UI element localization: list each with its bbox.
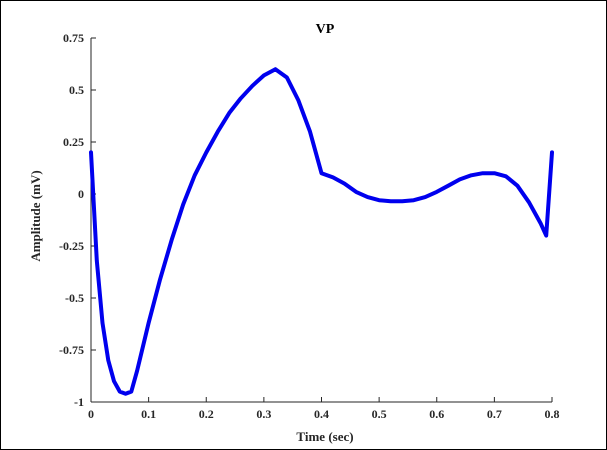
y-tick-label: 0 bbox=[78, 187, 84, 201]
x-tick-label: 0.8 bbox=[545, 407, 560, 421]
x-tick-label: 0.6 bbox=[429, 407, 444, 421]
y-ticks: -1 -0.75 -0.5 -0.25 0 0.25 0.5 0.75 bbox=[59, 31, 96, 409]
x-tick-label: 0 bbox=[88, 407, 94, 421]
x-tick-label: 0.1 bbox=[141, 407, 156, 421]
y-tick-label: -0.5 bbox=[65, 291, 84, 305]
chart-title: VP bbox=[316, 22, 335, 37]
x-tick-label: 0.7 bbox=[487, 407, 502, 421]
x-tick-label: 0.5 bbox=[372, 407, 387, 421]
x-tick-label: 0.2 bbox=[199, 407, 214, 421]
x-ticks: 0 0.1 0.2 0.3 0.4 0.5 0.6 0.7 0.8 bbox=[88, 397, 560, 421]
y-tick-label: -0.75 bbox=[59, 343, 84, 357]
x-axis-title: Time (sec) bbox=[296, 429, 353, 444]
y-tick-label: 0.25 bbox=[63, 135, 84, 149]
x-tick-label: 0.3 bbox=[256, 407, 271, 421]
y-axis-title: Amplitude (mV) bbox=[28, 170, 43, 261]
plot-area: 0 0.1 0.2 0.3 0.4 0.5 0.6 0.7 0.8 -1 -0.75 -0.5 -0.… bbox=[59, 31, 560, 421]
y-tick-label: 0.75 bbox=[63, 31, 84, 45]
y-tick-label: -0.25 bbox=[59, 239, 84, 253]
y-tick-label: -1 bbox=[74, 395, 84, 409]
series-line bbox=[89, 67, 554, 396]
y-tick-label: 0.5 bbox=[69, 83, 84, 97]
x-tick-label: 0.4 bbox=[314, 407, 329, 421]
